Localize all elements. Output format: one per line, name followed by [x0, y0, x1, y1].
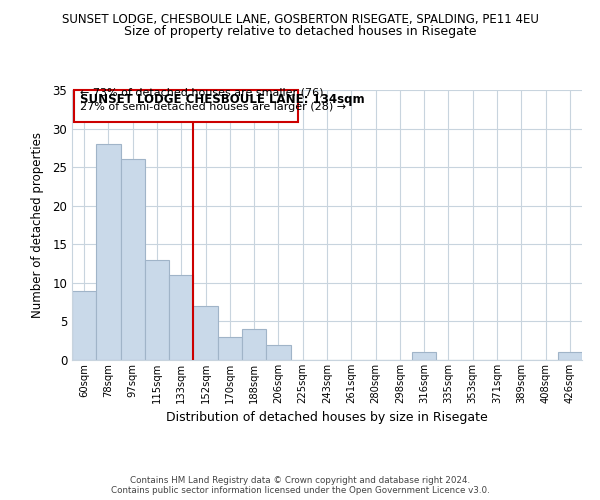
Text: Size of property relative to detached houses in Risegate: Size of property relative to detached ho… — [124, 25, 476, 38]
Bar — [169, 275, 193, 360]
Bar — [96, 144, 121, 360]
Text: SUNSET LODGE CHESBOULE LANE: 134sqm: SUNSET LODGE CHESBOULE LANE: 134sqm — [80, 92, 364, 106]
Bar — [266, 344, 290, 360]
Bar — [193, 306, 218, 360]
Bar — [145, 260, 169, 360]
Bar — [558, 352, 582, 360]
Bar — [242, 329, 266, 360]
Text: Contains public sector information licensed under the Open Government Licence v3: Contains public sector information licen… — [110, 486, 490, 495]
Y-axis label: Number of detached properties: Number of detached properties — [31, 132, 44, 318]
Text: Contains HM Land Registry data © Crown copyright and database right 2024.: Contains HM Land Registry data © Crown c… — [130, 476, 470, 485]
Bar — [412, 352, 436, 360]
X-axis label: Distribution of detached houses by size in Risegate: Distribution of detached houses by size … — [166, 412, 488, 424]
Bar — [72, 290, 96, 360]
Text: ← 73% of detached houses are smaller (76): ← 73% of detached houses are smaller (76… — [80, 88, 323, 98]
Bar — [121, 160, 145, 360]
Text: SUNSET LODGE, CHESBOULE LANE, GOSBERTON RISEGATE, SPALDING, PE11 4EU: SUNSET LODGE, CHESBOULE LANE, GOSBERTON … — [62, 12, 538, 26]
Bar — [218, 337, 242, 360]
Text: 27% of semi-detached houses are larger (28) →: 27% of semi-detached houses are larger (… — [80, 102, 346, 112]
Bar — [74, 90, 298, 122]
